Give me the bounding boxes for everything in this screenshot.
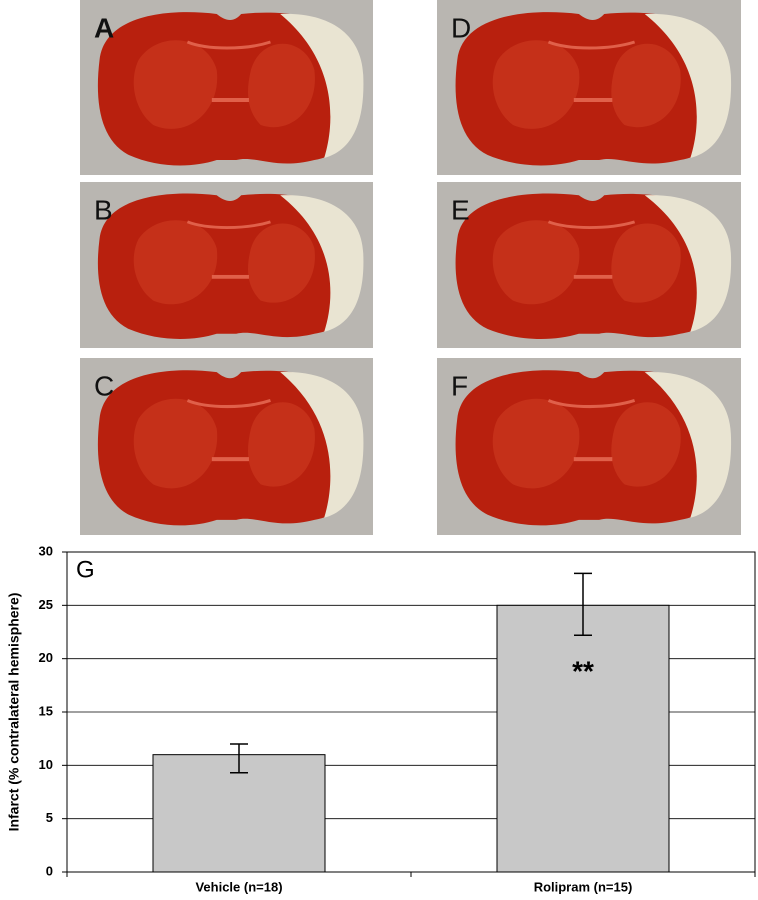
bar [496, 604, 670, 873]
y-tick-label: 0 [46, 863, 53, 878]
panel-label: C [94, 370, 114, 401]
y-tick-label: 25 [39, 597, 53, 612]
panel-label: B [94, 194, 113, 225]
photo-panels: A B C D E F [80, 0, 741, 535]
brain-slice-photo [80, 358, 373, 535]
bar-chart: 0 5 10 15 20 25 30 Infarct (% contralateral hem… [6, 543, 756, 894]
error-bar [574, 572, 592, 636]
brain-slice-photo [437, 358, 741, 535]
bar [152, 754, 326, 873]
significance-annotation: ** [572, 656, 594, 687]
y-axis-label: Infarct (% contralateral hemisphere) [6, 593, 22, 832]
panel-label: D [451, 12, 471, 43]
y-tick-label: 5 [46, 810, 53, 825]
y-tick-label: 30 [39, 543, 53, 558]
panel-label: F [451, 370, 468, 401]
panel-label: A [94, 12, 114, 43]
brain-slice-photo [437, 0, 741, 175]
error-bar [230, 743, 248, 774]
x-tick-label: Vehicle (n=18) [195, 879, 282, 894]
x-tick-label: Rolipram (n=15) [534, 879, 633, 894]
brain-slice-photo [80, 182, 373, 348]
y-tick-label: 20 [39, 650, 53, 665]
brain-slice-photo [80, 0, 373, 175]
brain-slice-photo [437, 182, 741, 348]
panel-label: E [451, 194, 470, 225]
y-tick-label: 15 [39, 703, 53, 718]
y-tick-label: 10 [39, 757, 53, 772]
panel-label: G [76, 556, 95, 583]
